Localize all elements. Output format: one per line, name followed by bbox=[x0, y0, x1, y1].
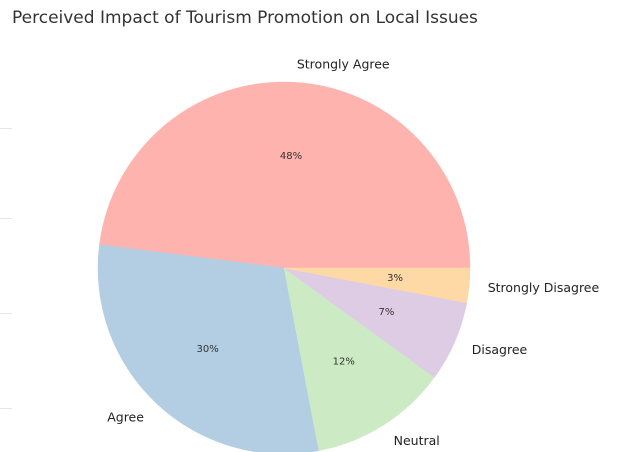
percent-label-agree: 30% bbox=[196, 344, 218, 355]
pie-slice-strongly-agree bbox=[99, 81, 471, 269]
category-label-agree: Agree bbox=[107, 410, 144, 425]
percent-label-neutral: 12% bbox=[333, 357, 355, 368]
percent-label-strongly-agree: 48% bbox=[280, 151, 302, 162]
axis-tick-mark bbox=[0, 408, 12, 409]
percent-label-strongly-disagree: 3% bbox=[387, 273, 403, 284]
pie-slice-strongly-disagree bbox=[283, 267, 471, 304]
category-label-strongly-disagree: Strongly Disagree bbox=[488, 280, 600, 295]
category-label-neutral: Neutral bbox=[394, 433, 440, 448]
axis-tick-mark bbox=[0, 313, 12, 314]
category-label-strongly-agree: Strongly Agree bbox=[297, 56, 390, 71]
axis-tick-mark bbox=[0, 128, 12, 129]
category-label-disagree: Disagree bbox=[472, 342, 528, 357]
chart-title: Perceived Impact of Tourism Promotion on… bbox=[12, 8, 478, 28]
pie-slice-agree bbox=[97, 244, 320, 452]
axis-tick-mark bbox=[0, 218, 12, 219]
percent-label-disagree: 7% bbox=[378, 307, 394, 318]
pie-slice-neutral bbox=[283, 267, 435, 451]
